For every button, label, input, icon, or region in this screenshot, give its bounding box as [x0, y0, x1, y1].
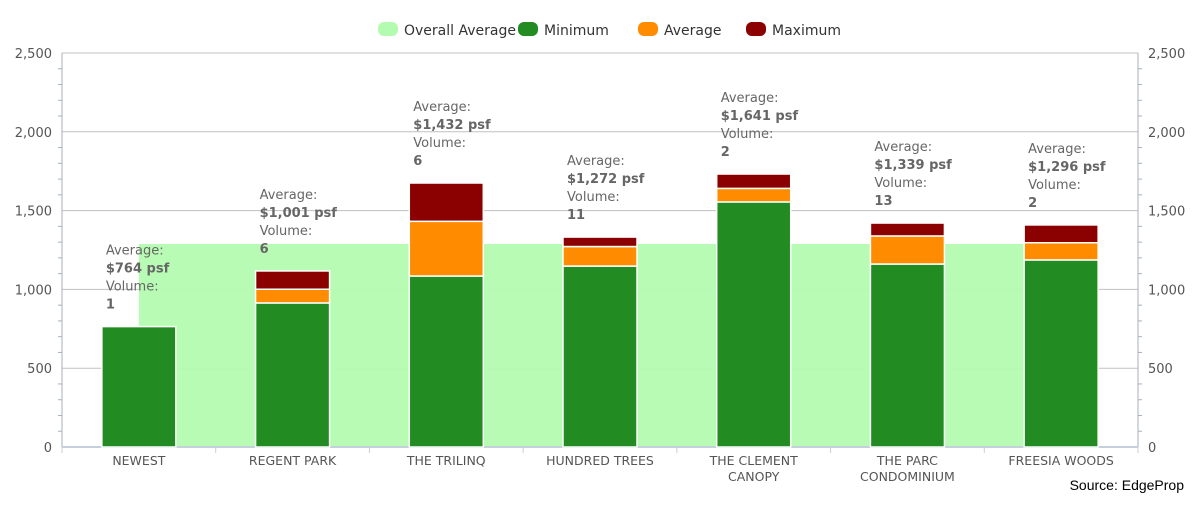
bar-average	[254, 288, 331, 304]
legend-label: Minimum	[544, 23, 609, 39]
bar-maximum	[254, 270, 331, 290]
annotation-average-value: $1,339 psf	[874, 158, 952, 173]
bar-minimum	[254, 302, 331, 448]
annotation-average-value: $1,272 psf	[567, 172, 645, 187]
legend-label: Average	[664, 23, 722, 39]
y-tick-label-left: 2,500	[15, 47, 52, 62]
annotation-average-label: Average:	[721, 91, 779, 106]
bar-average	[408, 220, 485, 277]
bar-average	[715, 187, 792, 203]
bar-minimum	[715, 201, 792, 448]
annotation-average-label: Average:	[260, 188, 318, 203]
bar-average	[562, 245, 638, 267]
annotation-volume-value: 11	[567, 208, 585, 223]
legend-swatch-average	[638, 22, 658, 36]
annotation-average-label: Average:	[106, 244, 164, 259]
y-tick-label-left: 2,000	[15, 126, 52, 141]
y-tick-label-right: 2,500	[1148, 47, 1185, 62]
y-tick-label-right: 1,000	[1148, 283, 1185, 298]
x-category-label: CANOPY	[728, 469, 780, 484]
bar-average	[1023, 242, 1099, 261]
annotation-volume-value: 13	[874, 194, 892, 209]
source-label: Source: EdgeProp	[1069, 477, 1184, 493]
annotation-volume-label: Volume:	[567, 190, 620, 205]
annotation-average-label: Average:	[1028, 142, 1086, 157]
annotation-volume-label: Volume:	[721, 127, 774, 142]
bar-minimum	[101, 325, 177, 448]
x-category-label: THE PARC	[876, 453, 938, 468]
annotation-volume-value: 6	[260, 242, 269, 257]
annotation-average-label: Average:	[413, 100, 471, 115]
annotation-volume-label: Volume:	[106, 280, 159, 295]
y-tick-label-left: 1,500	[15, 205, 52, 220]
bar-maximum	[1023, 224, 1099, 244]
annotation-volume-value: 2	[721, 145, 730, 160]
y-tick-label-right: 2,000	[1148, 126, 1185, 141]
legend-swatch-overall-average	[378, 22, 398, 36]
bar-minimum	[408, 275, 485, 448]
annotation-volume-label: Volume:	[874, 176, 927, 191]
x-category-label: HUNDRED TREES	[546, 453, 654, 468]
annotation-volume-label: Volume:	[1028, 178, 1081, 193]
legend-label: Overall Average	[404, 23, 516, 39]
legend-swatch-minimum	[518, 22, 538, 36]
annotation-volume-value: 6	[413, 154, 422, 169]
x-category-label: FREESIA WOODS	[1008, 453, 1113, 468]
x-category-label: NEWEST	[112, 453, 165, 468]
bar-average	[869, 235, 946, 265]
legend-swatch-maximum	[746, 22, 766, 36]
bar-minimum	[1023, 259, 1099, 448]
annotation-volume-label: Volume:	[413, 136, 466, 151]
bar-minimum	[562, 265, 638, 448]
annotation-average-value: $764 psf	[106, 262, 170, 277]
y-tick-label-right: 0	[1148, 441, 1156, 456]
annotation-average-value: $1,001 psf	[260, 206, 338, 221]
annotation-average-label: Average:	[567, 154, 625, 169]
x-category-label: CONDOMINIUM	[860, 469, 955, 484]
y-tick-label-right: 500	[1148, 362, 1173, 377]
annotation-average-value: $1,296 psf	[1028, 160, 1106, 175]
annotation-volume-value: 1	[106, 298, 115, 313]
x-category-label: THE TRILINQ	[406, 453, 486, 468]
annotation-average-label: Average:	[874, 140, 932, 155]
x-category-label: REGENT PARK	[249, 453, 337, 468]
x-category-label: THE CLEMENT	[709, 453, 799, 468]
y-tick-label-left: 500	[27, 362, 52, 377]
bar-maximum	[869, 222, 946, 237]
annotation-average-value: $1,432 psf	[413, 118, 491, 133]
annotation-volume-value: 2	[1028, 196, 1037, 211]
bar-minimum	[869, 263, 946, 448]
bar-maximum	[562, 236, 638, 248]
y-tick-label-left: 1,000	[15, 283, 52, 298]
annotation-volume-label: Volume:	[260, 224, 313, 239]
y-tick-label-right: 1,500	[1148, 205, 1185, 220]
bar-maximum	[715, 173, 792, 190]
bar-maximum	[408, 182, 485, 223]
legend-label: Maximum	[772, 23, 841, 39]
annotation-average-value: $1,641 psf	[721, 109, 799, 124]
y-tick-label-left: 0	[44, 441, 52, 456]
